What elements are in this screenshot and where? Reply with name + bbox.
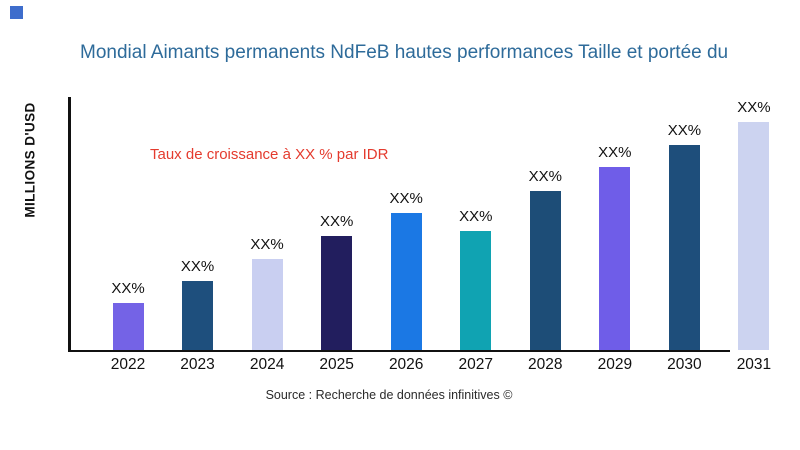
x-tick-label-2026: 2026 [388,356,424,373]
bar-value-label-2027: XX% [459,208,493,225]
bar-value-label-2025: XX% [319,213,354,230]
bar-2031 [738,122,770,350]
bar-2025 [321,236,353,350]
x-tick-label-2023: 2023 [180,356,215,373]
bar-2029 [599,167,631,350]
bar-value-label-2030: XX% [667,122,702,139]
bar-2024 [251,259,283,350]
bar-2030 [668,145,700,350]
chart-title: Mondial Aimants permanents NdFeB hautes … [80,42,729,63]
bar-2022 [112,303,144,350]
bar-value-label-2024: XX% [250,236,284,253]
y-axis-line [68,97,71,352]
bar-value-label-2028: XX% [528,168,562,185]
bar-2026 [390,213,422,350]
bar-value-label-2023: XX% [180,258,215,275]
bar-value-label-2029: XX% [598,144,632,161]
bar-value-label-2022: XX% [111,280,145,297]
x-tick-label-2024: 2024 [249,356,285,373]
corner-accent-square [10,6,23,19]
x-tick-label-2025: 2025 [319,356,354,373]
x-tick-label-2022: 2022 [110,356,146,373]
bar-value-label-2031: XX% [737,99,771,116]
x-tick-label-2031: 2031 [736,356,772,373]
bar-2023 [182,281,214,350]
x-tick-label-2027: 2027 [458,356,493,373]
x-tick-label-2029: 2029 [597,356,633,373]
bar-2028 [529,191,561,350]
growth-rate-annotation: Taux de croissance à XX % par IDR [150,146,389,163]
x-tick-label-2028: 2028 [528,356,563,373]
x-tick-label-2030: 2030 [667,356,702,373]
x-axis-line [68,350,730,352]
bar-2027 [460,231,492,350]
y-axis-label: MILLIONS D'USD [22,102,38,218]
bar-value-label-2026: XX% [389,190,423,207]
source-attribution: Source : Recherche de données infinitive… [265,388,513,402]
